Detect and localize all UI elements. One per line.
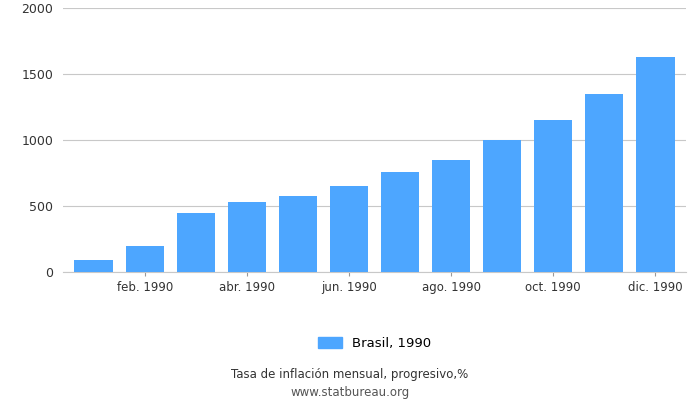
Bar <box>483 140 522 272</box>
Bar <box>432 160 470 272</box>
Bar <box>381 172 419 272</box>
Bar <box>228 202 266 272</box>
Bar <box>534 120 573 272</box>
Bar <box>585 94 624 272</box>
Text: Tasa de inflación mensual, progresivo,%: Tasa de inflación mensual, progresivo,% <box>232 368 468 381</box>
Text: www.statbureau.org: www.statbureau.org <box>290 386 410 399</box>
Bar <box>279 196 317 272</box>
Bar <box>636 57 675 272</box>
Bar <box>125 246 164 272</box>
Bar <box>74 260 113 272</box>
Legend: Brasil, 1990: Brasil, 1990 <box>318 337 431 350</box>
Bar <box>176 212 215 272</box>
Bar <box>330 186 368 272</box>
